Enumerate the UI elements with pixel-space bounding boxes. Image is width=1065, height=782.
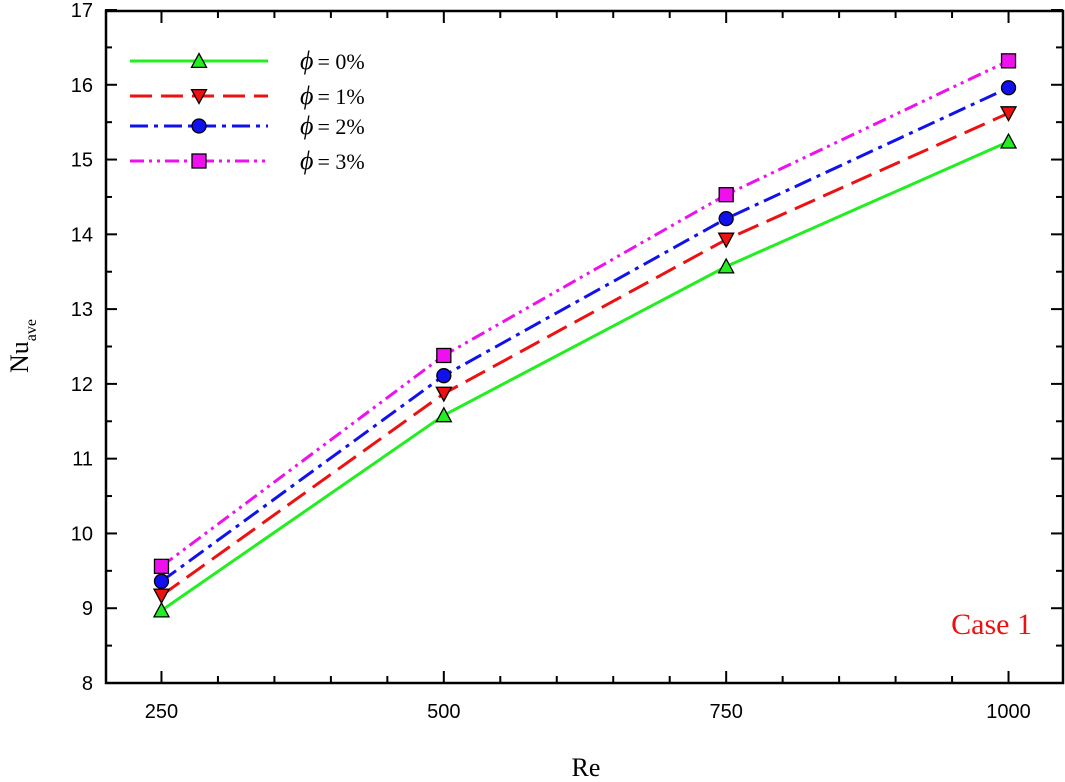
series-point xyxy=(436,347,452,364)
legend: ϕ = 0%ϕ = 1%ϕ = 2%ϕ = 3% xyxy=(130,46,365,175)
legend-phi-symbol: ϕ xyxy=(300,111,313,140)
y-axis-title: Nuave xyxy=(5,319,40,373)
svg-text:Nuave: Nuave xyxy=(5,319,40,373)
legend-phi-symbol: ϕ xyxy=(300,46,313,75)
series-line xyxy=(160,140,1010,612)
y-axis-title-sub: ave xyxy=(23,319,40,341)
series-2 xyxy=(153,80,1017,589)
series-line xyxy=(160,86,1010,583)
series-point xyxy=(999,106,1018,123)
legend-phi-symbol: ϕ xyxy=(300,81,313,110)
series-point xyxy=(999,132,1018,149)
legend-entry-2: ϕ = 2% xyxy=(130,111,365,140)
axis-ticks: 8 9 10 11 12 13 14 15 16 17 250 500 750 1000 xyxy=(71,0,1063,723)
legend-label: ϕ = 1% xyxy=(300,81,365,110)
series-point xyxy=(436,368,452,384)
legend-value: = 2% xyxy=(317,114,364,139)
series-point xyxy=(1000,80,1017,96)
series-0 xyxy=(152,132,1018,618)
y-tick-label: 12 xyxy=(71,374,93,396)
series-point xyxy=(717,257,735,274)
series-point xyxy=(152,588,171,605)
series-group xyxy=(152,53,1018,618)
plot-frame xyxy=(104,9,1065,685)
legend-marker xyxy=(190,88,208,105)
x-tick-label: 500 xyxy=(427,701,460,723)
y-tick-label: 14 xyxy=(71,224,93,246)
y-tick-label: 15 xyxy=(71,150,93,172)
y-tick-label: 16 xyxy=(71,75,93,97)
legend-entry-0: ϕ = 0% xyxy=(130,46,365,75)
series-point xyxy=(718,210,734,227)
series-1 xyxy=(152,106,1018,605)
legend-label: ϕ = 3% xyxy=(300,146,365,175)
plot-border xyxy=(104,9,1065,685)
series-point xyxy=(718,187,734,203)
series-point xyxy=(717,232,735,249)
series-point xyxy=(153,558,170,574)
series-point xyxy=(1000,53,1017,69)
series-point xyxy=(153,573,170,589)
legend-marker xyxy=(191,153,207,169)
legend-value: = 1% xyxy=(317,84,364,109)
legend-value: = 0% xyxy=(317,49,364,74)
legend-marker xyxy=(191,118,207,134)
y-axis-title-main: Nu xyxy=(5,341,34,373)
x-tick-label: 250 xyxy=(145,701,178,723)
legend-label: ϕ = 0% xyxy=(300,46,365,75)
series-point xyxy=(435,386,453,403)
y-tick-label: 13 xyxy=(71,299,93,321)
y-tick-label: 8 xyxy=(82,673,93,695)
legend-phi-symbol: ϕ xyxy=(300,146,313,175)
series-line xyxy=(160,111,1010,597)
y-tick-label: 17 xyxy=(71,0,93,22)
legend-entry-1: ϕ = 1% xyxy=(130,81,365,110)
y-tick-label: 10 xyxy=(71,523,93,545)
legend-marker xyxy=(190,52,208,69)
x-axis-title: Re xyxy=(572,753,601,782)
legend-value: = 3% xyxy=(317,149,364,174)
legend-label: ϕ = 2% xyxy=(300,111,365,140)
series-line xyxy=(160,59,1010,568)
series-3 xyxy=(153,53,1017,574)
legend-entry-3: ϕ = 3% xyxy=(130,146,365,175)
case-annotation: Case 1 xyxy=(951,608,1032,641)
y-tick-label: 9 xyxy=(82,598,93,620)
series-point xyxy=(152,601,171,618)
series-point xyxy=(435,406,453,423)
x-tick-label: 750 xyxy=(709,701,742,723)
x-tick-label: 1000 xyxy=(986,701,1031,723)
y-tick-label: 11 xyxy=(72,449,93,471)
